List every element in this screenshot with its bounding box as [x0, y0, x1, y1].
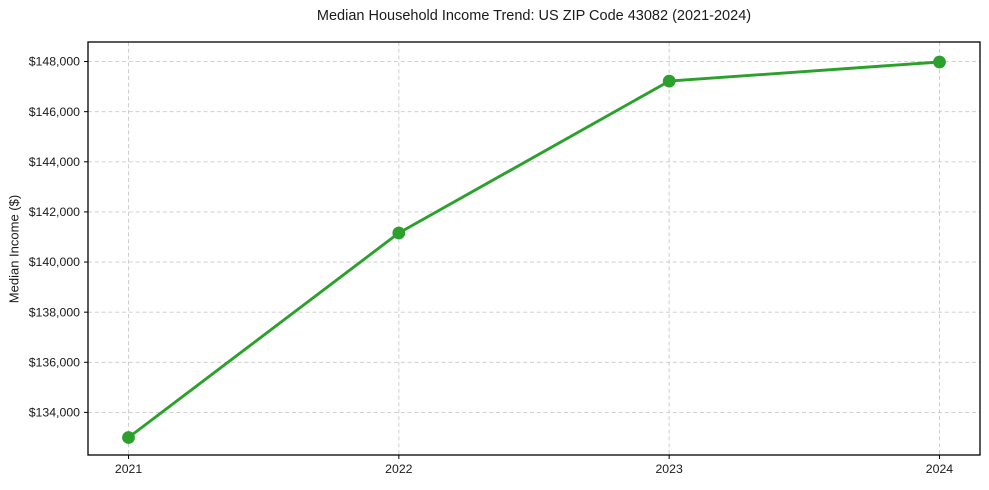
x-tick-label: 2023 [655, 462, 683, 476]
chart-title: Median Household Income Trend: US ZIP Co… [316, 8, 752, 24]
x-tick-label: 2022 [385, 462, 413, 476]
y-tick-label: $144,000 [29, 155, 80, 169]
trend-line [127, 60, 941, 439]
y-tick-label: $140,000 [29, 255, 80, 269]
y-tick-label: $136,000 [29, 355, 80, 369]
y-tick-label: $138,000 [29, 305, 80, 319]
y-tick-label: $146,000 [29, 105, 80, 119]
x-tick-label: 2024 [926, 462, 954, 476]
y-tick-label: $134,000 [29, 406, 80, 420]
x-tick-label: 2021 [115, 462, 143, 476]
y-tick-label: $142,000 [29, 205, 80, 219]
data-point [933, 55, 946, 69]
y-tick-label: $148,000 [29, 55, 80, 69]
plot-border [87, 41, 981, 456]
data-point [662, 74, 676, 88]
data-point [122, 431, 135, 444]
data-point [392, 226, 406, 240]
